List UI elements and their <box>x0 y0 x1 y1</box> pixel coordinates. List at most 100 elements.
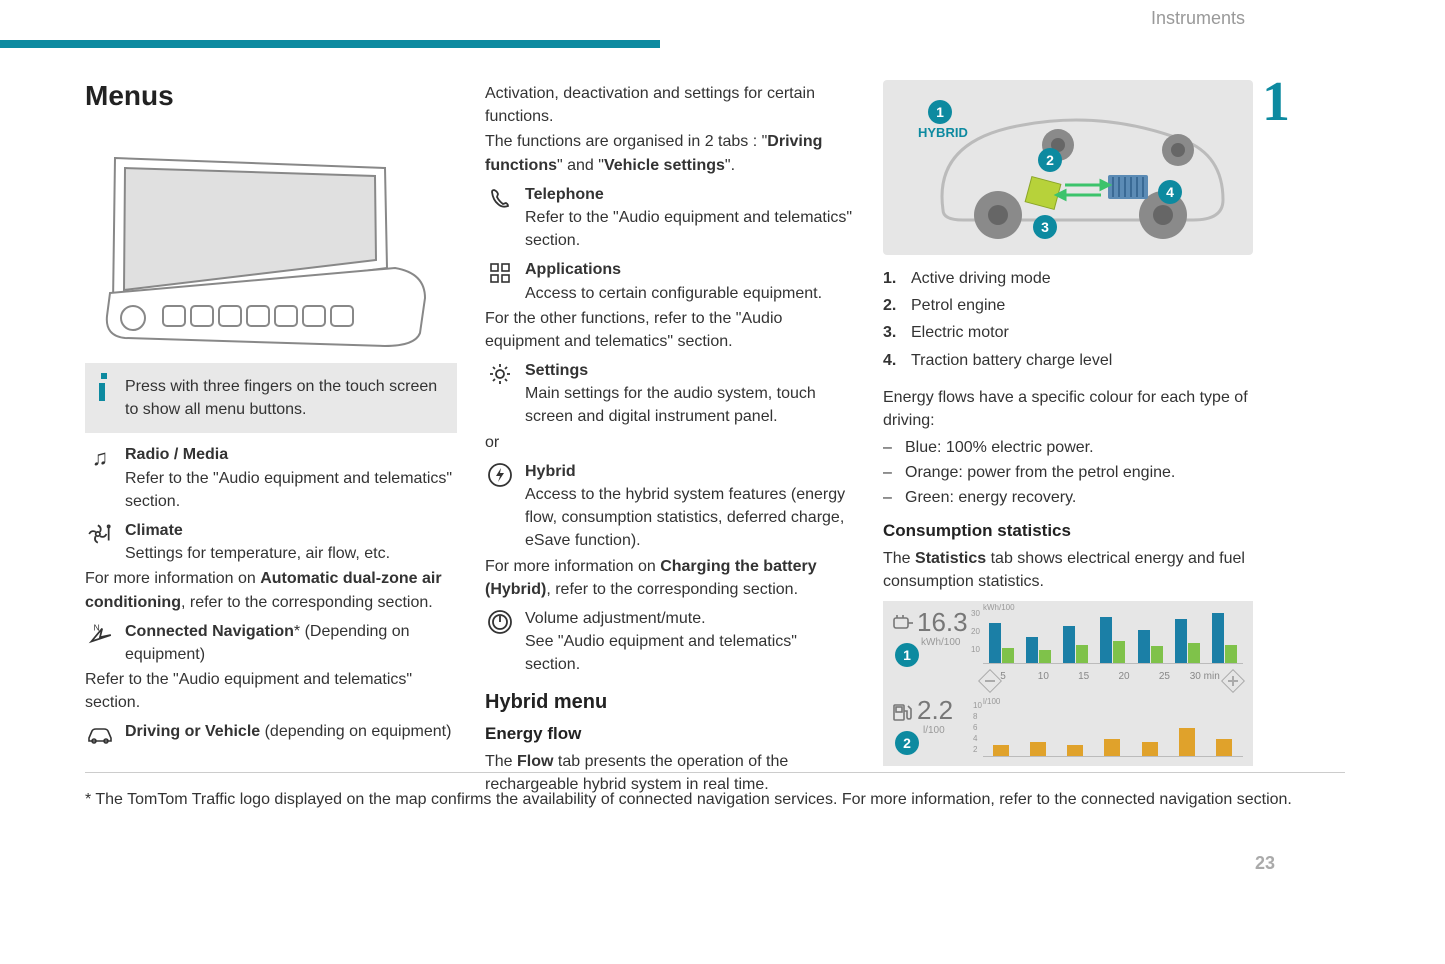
menu-title: Settings <box>525 362 588 379</box>
fuel-value: 2.2 <box>917 695 953 726</box>
callout-badge-2: 2 <box>1038 148 1062 172</box>
flows-list: –Blue: 100% electric power.–Orange: powe… <box>883 436 1263 510</box>
footnote-rule <box>85 772 1345 773</box>
info-icon <box>99 373 109 401</box>
flow-row: –Orange: power from the petrol engine. <box>883 461 1263 486</box>
menu-after: For more information on Automatic dual-z… <box>85 567 457 613</box>
chart-bar-blue <box>1212 613 1224 663</box>
callout-badge-3: 3 <box>1033 215 1057 239</box>
menu-desc: Volume adjustment/mute. <box>525 610 706 627</box>
menu-after: Refer to the "Audio equipment and telema… <box>85 668 457 714</box>
menu-desc-2: See "Audio equipment and telematics" sec… <box>525 633 797 673</box>
menu-item-navigation: N Connected Navigation* (Depending on eq… <box>85 620 457 715</box>
figure-legend: 1.Active driving mode2.Petrol engine3.El… <box>883 265 1263 374</box>
chart-bar-orange <box>1067 745 1083 756</box>
menu-title: Driving or Vehicle <box>125 723 260 740</box>
music-note-icon: ♫ <box>85 443 115 473</box>
chart-bar-green <box>1225 645 1237 663</box>
intro-text: Activation, deactivation and settings fo… <box>485 82 855 128</box>
column-1: Menus Press with thre <box>85 80 457 798</box>
chart-baseline <box>983 663 1243 664</box>
menu-item-hybrid: Hybrid Access to the hybrid system featu… <box>485 460 855 601</box>
menu-title: Connected Navigation <box>125 623 294 640</box>
column-2: Activation, deactivation and settings fo… <box>485 80 855 798</box>
menu-item-radio: ♫ Radio / Media Refer to the "Audio equi… <box>85 443 457 513</box>
menu-title: Telephone <box>525 186 604 203</box>
chart-bar-green <box>1039 650 1051 663</box>
x-tick-label: 5 <box>1000 671 1006 682</box>
chart-bar-green <box>1113 641 1125 663</box>
power-icon <box>485 607 515 637</box>
chart-bar-blue <box>1100 617 1112 663</box>
page-body: Menus Press with thre <box>85 80 1365 798</box>
menu-desc: Access to certain configurable equipment… <box>525 285 822 302</box>
kwh-unit: kWh/100 <box>921 637 960 648</box>
chart-bar-orange <box>993 745 1009 756</box>
x-tick-label: 20 <box>1118 671 1129 682</box>
flows-intro: Energy flows have a specific colour for … <box>883 386 1263 432</box>
info-note-box: Press with three fingers on the touch sc… <box>85 363 457 433</box>
menu-desc: Access to the hybrid system features (en… <box>525 486 845 549</box>
menu-item-applications: Applications Access to certain configura… <box>485 258 855 353</box>
chart-bar-orange <box>1179 728 1195 756</box>
fuel-pump-icon <box>891 701 913 728</box>
menu-title: Applications <box>525 261 621 278</box>
chart-bar-blue <box>1138 630 1150 663</box>
kwh-value: 16.3 <box>917 607 968 638</box>
phone-icon <box>485 183 515 213</box>
menu-after: For the other functions, refer to the "A… <box>485 307 855 353</box>
y-tick-label: 10 <box>971 645 980 654</box>
legend-row: 2.Petrol engine <box>883 292 1263 319</box>
section-header: Instruments <box>1151 8 1245 29</box>
chart-bar-green <box>1002 648 1014 663</box>
chart-bar-blue <box>1026 637 1038 663</box>
fuel-unit: l/100 <box>923 725 945 736</box>
battery-plug-icon <box>891 613 915 634</box>
menu-item-driving: Driving or Vehicle (depending on equipme… <box>85 720 457 750</box>
fan-icon <box>85 519 115 549</box>
chart-bar-orange <box>1104 739 1120 756</box>
x-tick-label: 10 <box>1038 671 1049 682</box>
footnote-text: * The TomTom Traffic logo displayed on t… <box>85 788 1345 812</box>
energy-flow-heading: Energy flow <box>485 724 855 744</box>
minus-diamond-icon[interactable] <box>978 669 1002 693</box>
stats-badge-1: 1 <box>895 643 919 667</box>
stats-heading: Consumption statistics <box>883 521 1263 541</box>
menus-title: Menus <box>85 80 457 112</box>
y-tick-label: 4 <box>973 734 977 743</box>
nav-arrow-icon: N <box>85 620 115 650</box>
chart-bar-blue <box>989 623 1001 663</box>
y-tick-label: 8 <box>973 712 977 721</box>
gear-icon <box>485 359 515 389</box>
y-tick-label: 30 <box>971 609 980 618</box>
flow-row: –Blue: 100% electric power. <box>883 436 1263 461</box>
legend-row: 3.Electric motor <box>883 319 1263 346</box>
chart-bar-orange <box>1030 742 1046 756</box>
menu-desc: Main settings for the audio system, touc… <box>525 385 816 425</box>
x-tick-label: 30 min <box>1190 671 1220 682</box>
hybrid-bolt-icon <box>485 460 515 490</box>
chart-bar-blue <box>1175 619 1187 663</box>
hybrid-vehicle-figure: 1 HYBRID 2 3 4 <box>883 80 1253 255</box>
menu-item-volume: Volume adjustment/mute. See "Audio equip… <box>485 607 855 677</box>
statistics-figure: 16.3 kWh/100 1 2.2 l/100 2 51015202530 m… <box>883 601 1253 766</box>
menu-title: Climate <box>125 522 183 539</box>
y-tick-label: 10 <box>973 701 982 710</box>
legend-row: 1.Active driving mode <box>883 265 1263 292</box>
page-number: 23 <box>1255 853 1275 874</box>
chart-unit-label: l/100 <box>983 697 1000 706</box>
intro-text-2: The functions are organised in 2 tabs : … <box>485 130 855 176</box>
chart-bar-green <box>1076 645 1088 663</box>
or-text: or <box>485 431 855 454</box>
menu-desc: Refer to the "Audio equipment and telema… <box>525 209 852 249</box>
plus-diamond-icon[interactable] <box>1221 669 1245 693</box>
menu-title-suffix: (depending on equipment) <box>260 723 451 740</box>
callout-badge-4: 4 <box>1158 180 1182 204</box>
menu-item-telephone: Telephone Refer to the "Audio equipment … <box>485 183 855 253</box>
dashboard-illustration <box>85 138 435 348</box>
stats-text: The Statistics tab shows electrical ener… <box>883 547 1263 593</box>
x-tick-label: 15 <box>1078 671 1089 682</box>
y-tick-label: 20 <box>971 627 980 636</box>
top-accent-bar <box>0 40 660 48</box>
chart-bar-green <box>1151 646 1163 663</box>
